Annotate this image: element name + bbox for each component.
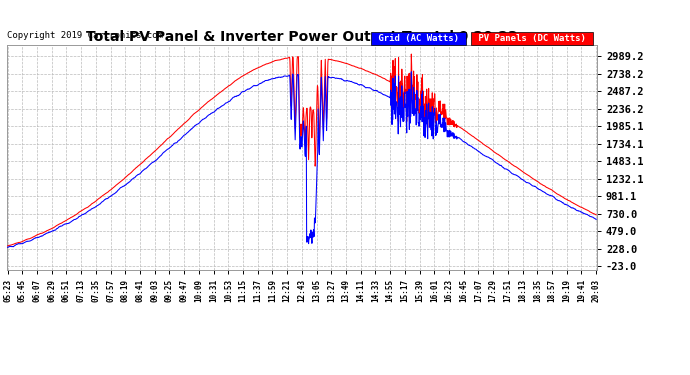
Text: Copyright 2019 Cartronics.com: Copyright 2019 Cartronics.com [7,32,163,40]
Text: Grid (AC Watts): Grid (AC Watts) [373,34,464,43]
Text: PV Panels (DC Watts): PV Panels (DC Watts) [473,34,591,43]
Title: Total PV Panel & Inverter Power Output Tue Jul 9 20:23: Total PV Panel & Inverter Power Output T… [86,30,518,44]
